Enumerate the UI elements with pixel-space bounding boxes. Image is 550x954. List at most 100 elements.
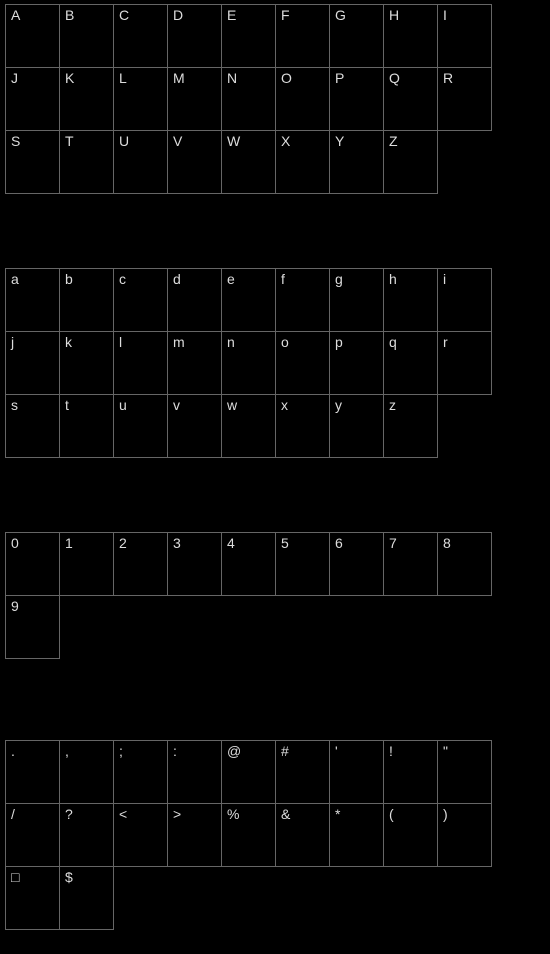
glyph-cell: U xyxy=(113,130,168,194)
glyph-label: m xyxy=(173,335,185,349)
glyph-label: @ xyxy=(227,744,241,758)
glyph-cell: E xyxy=(221,4,276,68)
glyph-label: f xyxy=(281,272,285,286)
glyph-cell: N xyxy=(221,67,276,131)
glyph-label: A xyxy=(11,8,20,22)
glyph-cell: . xyxy=(5,740,60,804)
glyph-cell: w xyxy=(221,394,276,458)
glyph-cell: W xyxy=(221,130,276,194)
glyph-cell: o xyxy=(275,331,330,395)
glyph-label: g xyxy=(335,272,343,286)
glyph-cell: / xyxy=(5,803,60,867)
glyph-cell: ! xyxy=(383,740,438,804)
glyph-label: p xyxy=(335,335,343,349)
glyph-cell: g xyxy=(329,268,384,332)
glyph-label: s xyxy=(11,398,18,412)
glyph-cell: x xyxy=(275,394,330,458)
glyph-cell: ; xyxy=(113,740,168,804)
glyph-cell: k xyxy=(59,331,114,395)
glyph-label: H xyxy=(389,8,399,22)
glyph-cell: % xyxy=(221,803,276,867)
glyph-label: " xyxy=(443,744,448,758)
glyph-label: R xyxy=(443,71,453,85)
glyph-label: y xyxy=(335,398,342,412)
glyph-cell: , xyxy=(59,740,114,804)
glyph-label: 2 xyxy=(119,536,127,550)
glyph-label: t xyxy=(65,398,69,412)
glyph-label: ( xyxy=(389,807,394,821)
glyph-cell: l xyxy=(113,331,168,395)
glyph-cell: p xyxy=(329,331,384,395)
glyph-label: X xyxy=(281,134,290,148)
glyph-cell: Y xyxy=(329,130,384,194)
glyph-label: d xyxy=(173,272,181,286)
glyph-label: 5 xyxy=(281,536,289,550)
glyph-cell: O xyxy=(275,67,330,131)
glyph-cell: ? xyxy=(59,803,114,867)
glyph-label: . xyxy=(11,744,15,758)
glyph-label: c xyxy=(119,272,126,286)
glyph-cell: M xyxy=(167,67,222,131)
glyph-cell: t xyxy=(59,394,114,458)
glyph-cell: B xyxy=(59,4,114,68)
glyph-label: ? xyxy=(65,807,73,821)
glyph-cell: 5 xyxy=(275,532,330,596)
glyph-cell: j xyxy=(5,331,60,395)
glyph-cell: T xyxy=(59,130,114,194)
glyph-cell: 7 xyxy=(383,532,438,596)
glyph-cell: P xyxy=(329,67,384,131)
glyph-label: □ xyxy=(11,870,19,884)
glyph-cell: m xyxy=(167,331,222,395)
glyph-label: k xyxy=(65,335,72,349)
glyph-label: q xyxy=(389,335,397,349)
glyph-cell: G xyxy=(329,4,384,68)
glyph-label: 3 xyxy=(173,536,181,550)
glyph-cell: r xyxy=(437,331,492,395)
glyph-label: a xyxy=(11,272,19,286)
glyph-cell: X xyxy=(275,130,330,194)
glyph-cell: 2 xyxy=(113,532,168,596)
glyph-label: I xyxy=(443,8,447,22)
glyph-label: 4 xyxy=(227,536,235,550)
glyph-label: 9 xyxy=(11,599,19,613)
glyph-label: v xyxy=(173,398,180,412)
glyph-label: l xyxy=(119,335,122,349)
glyph-cell: : xyxy=(167,740,222,804)
glyph-label: T xyxy=(65,134,74,148)
glyph-cell: q xyxy=(383,331,438,395)
glyph-cell: v xyxy=(167,394,222,458)
glyph-cell: " xyxy=(437,740,492,804)
glyph-label: 7 xyxy=(389,536,397,550)
glyph-label: D xyxy=(173,8,183,22)
glyph-label: 0 xyxy=(11,536,19,550)
glyph-cell: 8 xyxy=(437,532,492,596)
glyph-label: n xyxy=(227,335,235,349)
glyph-label: W xyxy=(227,134,240,148)
glyph-label: & xyxy=(281,807,290,821)
glyph-label: V xyxy=(173,134,182,148)
glyph-label: r xyxy=(443,335,448,349)
glyph-label: ; xyxy=(119,744,123,758)
glyph-label: G xyxy=(335,8,346,22)
glyph-cell: @ xyxy=(221,740,276,804)
glyph-cell: ) xyxy=(437,803,492,867)
glyph-label: O xyxy=(281,71,292,85)
glyph-label: ' xyxy=(335,744,338,758)
glyph-cell: A xyxy=(5,4,60,68)
glyph-cell: s xyxy=(5,394,60,458)
glyph-label: i xyxy=(443,272,446,286)
glyph-label: B xyxy=(65,8,74,22)
glyph-label: 8 xyxy=(443,536,451,550)
glyph-label: U xyxy=(119,134,129,148)
glyph-cell: 9 xyxy=(5,595,60,659)
glyph-cell: □ xyxy=(5,866,60,930)
glyph-cell: R xyxy=(437,67,492,131)
glyph-cell: c xyxy=(113,268,168,332)
glyph-cell: b xyxy=(59,268,114,332)
glyph-cell: $ xyxy=(59,866,114,930)
glyph-label: > xyxy=(173,807,181,821)
glyph-cell: 4 xyxy=(221,532,276,596)
glyph-label: 6 xyxy=(335,536,343,550)
glyph-cell: f xyxy=(275,268,330,332)
glyph-label: M xyxy=(173,71,185,85)
